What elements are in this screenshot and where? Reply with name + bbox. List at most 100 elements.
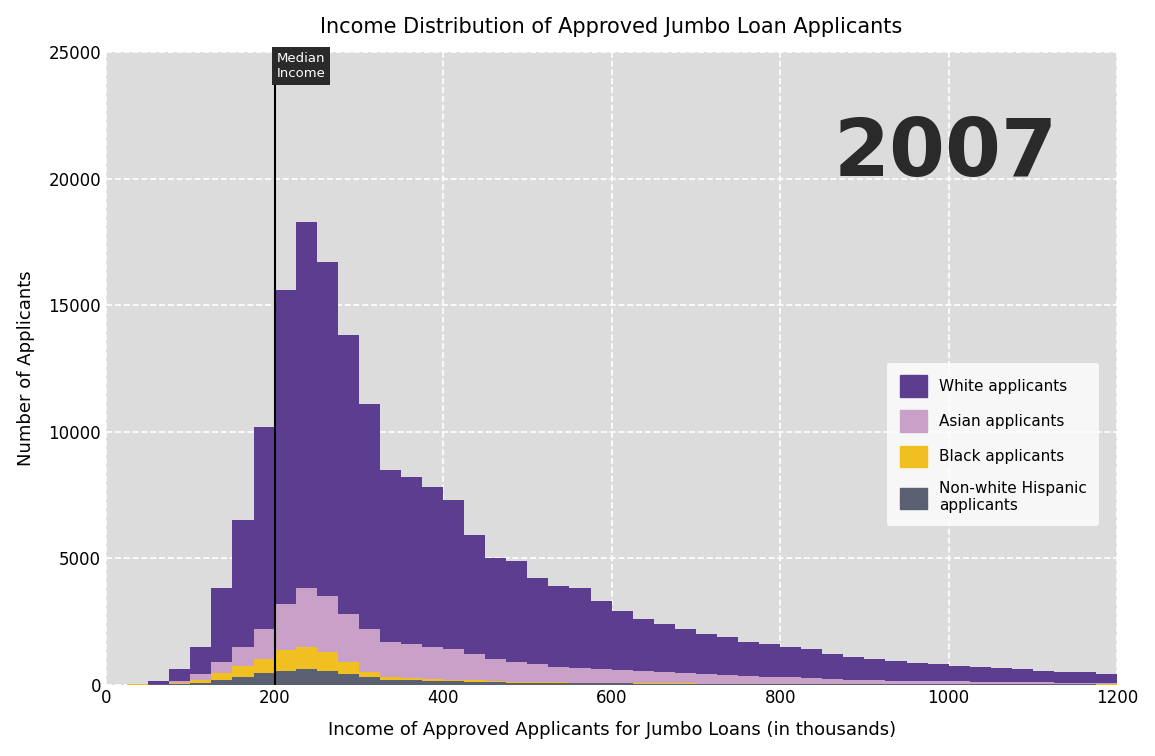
Title: Income Distribution of Approved Jumbo Loan Applicants: Income Distribution of Approved Jumbo Lo… [320, 17, 903, 37]
Bar [991, 668, 1012, 685]
Bar [802, 678, 822, 685]
Bar [464, 680, 485, 685]
Bar [401, 477, 422, 685]
Bar [1033, 671, 1055, 685]
Bar [1012, 669, 1033, 685]
Bar [380, 680, 401, 685]
Bar [927, 681, 948, 685]
Bar [380, 642, 401, 685]
X-axis label: Income of Approved Applicants for Jumbo Loans (in thousands): Income of Approved Applicants for Jumbo … [328, 721, 895, 739]
Bar [485, 659, 506, 685]
Bar [717, 675, 738, 685]
Bar [232, 646, 253, 685]
Bar [907, 681, 927, 685]
Bar [1096, 674, 1117, 685]
Text: Median
Income: Median Income [276, 52, 325, 80]
Bar [1033, 683, 1055, 685]
Bar [696, 674, 717, 685]
Bar [612, 611, 633, 685]
Bar [675, 629, 696, 685]
Bar [696, 634, 717, 685]
Bar [654, 683, 675, 685]
Bar [464, 654, 485, 685]
Bar [886, 680, 907, 685]
Bar [191, 674, 211, 685]
Bar [569, 588, 590, 685]
Bar [1075, 683, 1096, 685]
Bar [296, 222, 316, 685]
Bar [506, 682, 528, 685]
Bar [211, 673, 232, 685]
Bar [211, 680, 232, 685]
Bar [444, 649, 464, 685]
Bar [927, 665, 948, 685]
Bar [380, 677, 401, 685]
Bar [1055, 672, 1075, 685]
Bar [170, 669, 191, 685]
Bar [738, 676, 759, 685]
Bar [506, 662, 528, 685]
Bar [148, 683, 170, 685]
Bar [337, 336, 359, 685]
Bar [780, 677, 802, 685]
Bar [843, 657, 864, 685]
Bar [211, 662, 232, 685]
Bar [275, 603, 296, 685]
Text: 2007: 2007 [833, 116, 1057, 194]
Bar [590, 601, 612, 685]
Bar [612, 671, 633, 685]
Bar [232, 520, 253, 685]
Bar [359, 677, 380, 685]
Bar [886, 661, 907, 685]
Bar [359, 629, 380, 685]
Bar [485, 681, 506, 685]
Bar [528, 682, 549, 685]
Bar [275, 650, 296, 685]
Bar [296, 669, 316, 685]
Bar [991, 682, 1012, 685]
Bar [528, 683, 549, 685]
Bar [907, 663, 927, 685]
Bar [253, 426, 275, 685]
Bar [253, 659, 275, 685]
Bar [1055, 683, 1075, 685]
Bar [802, 649, 822, 685]
Bar [590, 683, 612, 685]
Bar [444, 680, 464, 685]
Bar [633, 683, 654, 685]
Bar [316, 596, 337, 685]
Bar [948, 665, 970, 685]
Bar [337, 674, 359, 685]
Bar [253, 629, 275, 685]
Bar [549, 667, 569, 685]
Bar [401, 680, 422, 685]
Bar [780, 646, 802, 685]
Bar [337, 662, 359, 685]
Bar [549, 683, 569, 685]
Bar [148, 681, 170, 685]
Bar [232, 677, 253, 685]
Bar [444, 681, 464, 685]
Bar [275, 290, 296, 685]
Bar [253, 673, 275, 685]
Bar [232, 665, 253, 685]
Bar [296, 588, 316, 685]
Bar [316, 652, 337, 685]
Bar [948, 681, 970, 685]
Bar [275, 671, 296, 685]
Bar [654, 672, 675, 685]
Bar [170, 681, 191, 685]
Bar [569, 683, 590, 685]
Bar [549, 683, 569, 685]
Bar [822, 679, 843, 685]
Bar [464, 535, 485, 685]
Bar [191, 680, 211, 685]
Bar [675, 683, 696, 685]
Bar [191, 646, 211, 685]
Bar [127, 684, 148, 685]
Bar [1075, 672, 1096, 685]
Bar [191, 683, 211, 685]
Bar [738, 683, 759, 685]
Bar [612, 683, 633, 685]
Bar [401, 678, 422, 685]
